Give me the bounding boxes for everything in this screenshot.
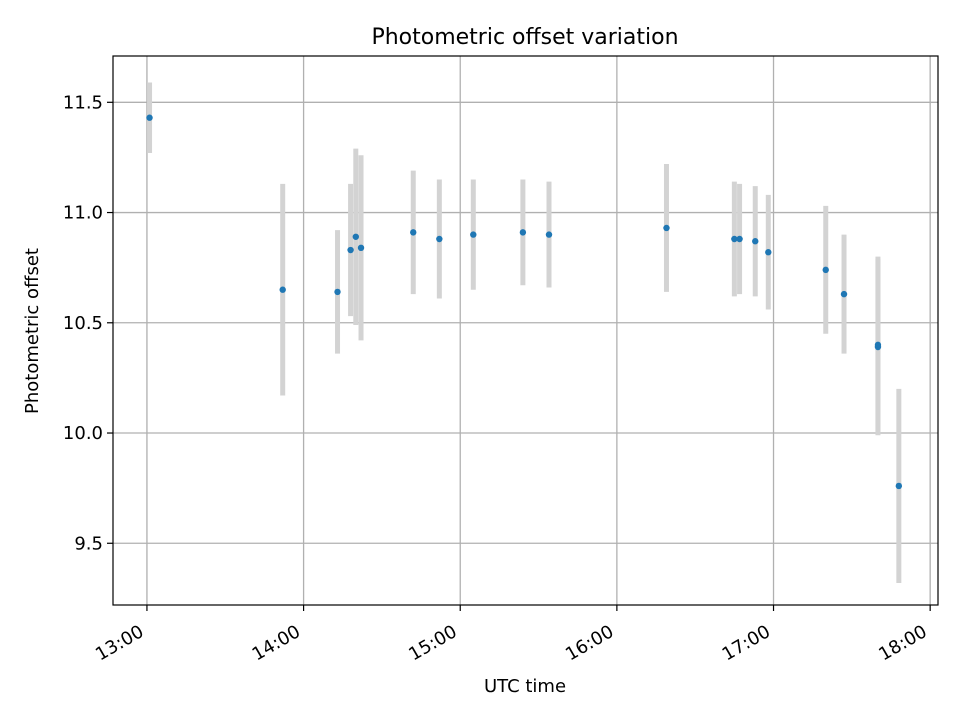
data-point	[663, 224, 670, 232]
y-tick-label: 10.5	[63, 313, 103, 334]
y-axis-label: Photometric offset	[22, 248, 43, 414]
chart-title: Photometric offset variation	[371, 25, 678, 50]
data-point	[519, 229, 527, 236]
data-point	[752, 238, 759, 245]
data-point	[279, 286, 286, 293]
data-point	[357, 244, 365, 252]
data-point	[146, 114, 153, 121]
y-tick-label: 11.5	[63, 92, 103, 113]
data-point	[874, 341, 882, 349]
y-tick-label: 10.0	[63, 423, 103, 444]
data-points	[146, 114, 903, 490]
data-point	[822, 266, 829, 274]
data-point	[410, 229, 417, 236]
axes-frame	[112, 55, 939, 606]
data-point	[352, 233, 360, 240]
y-tick-label: 11.0	[63, 203, 103, 224]
y-tick-label: 9.5	[74, 533, 103, 554]
data-point	[736, 235, 743, 243]
data-point	[470, 231, 477, 238]
data-point	[545, 231, 553, 238]
data-point	[347, 246, 354, 254]
x-axis-label: UTC time	[484, 676, 566, 697]
data-point	[840, 290, 848, 298]
data-point	[731, 235, 738, 243]
data-point	[765, 249, 772, 256]
grid-lines	[113, 56, 938, 605]
data-point	[895, 482, 903, 490]
data-point	[334, 288, 341, 296]
data-point	[436, 235, 443, 243]
